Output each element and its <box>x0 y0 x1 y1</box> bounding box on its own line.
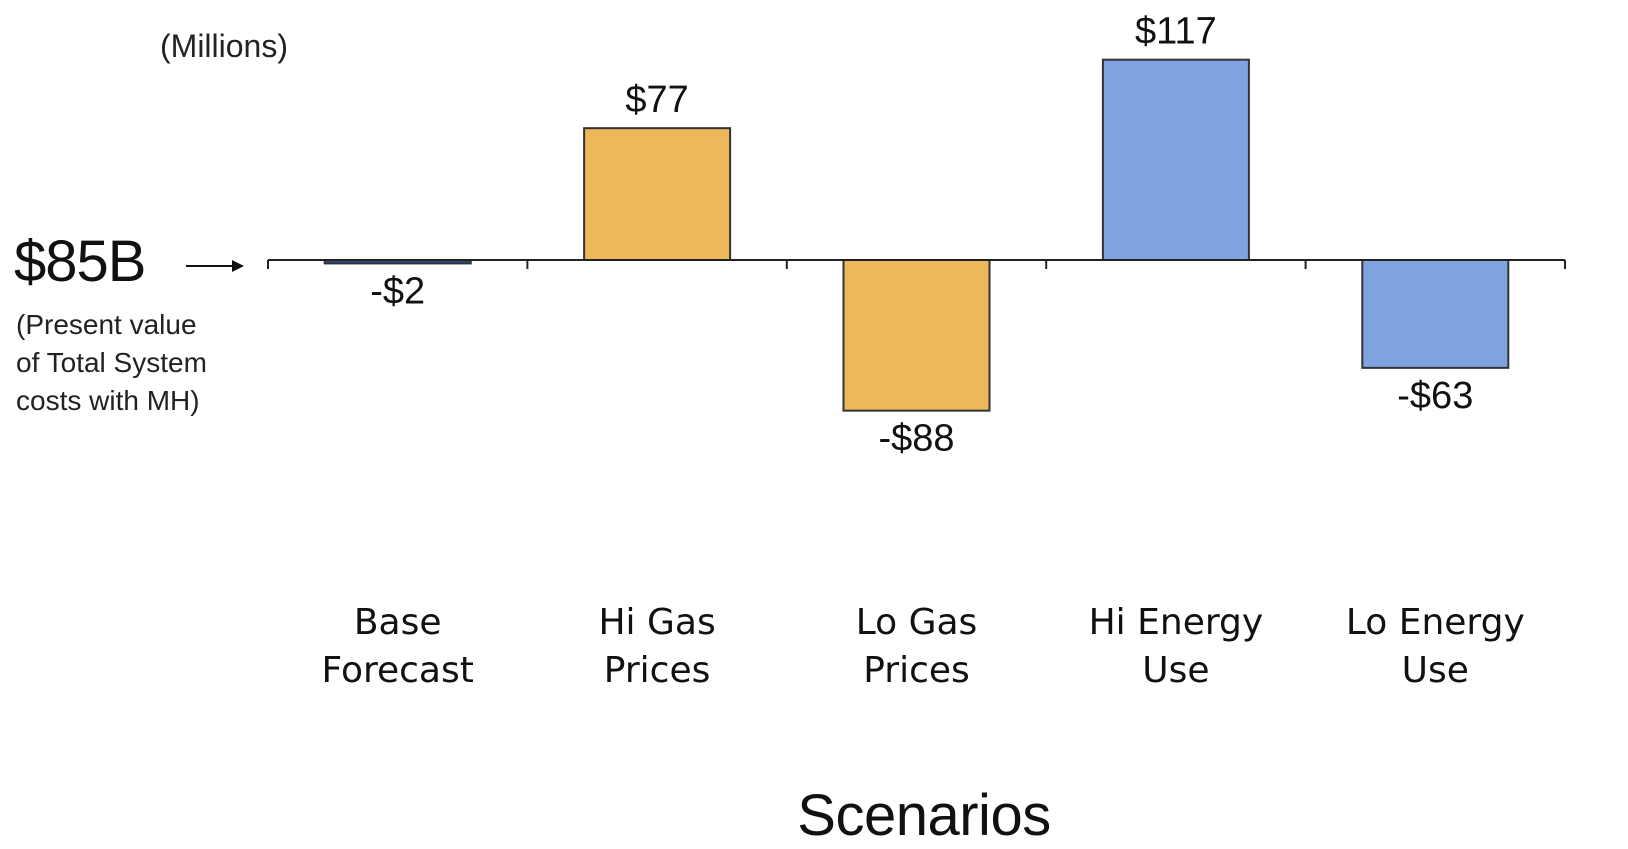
category-tick-label: Lo Energy <box>1346 602 1525 643</box>
data-label: -$88 <box>878 418 954 460</box>
category-tick-label: Use <box>1402 650 1469 691</box>
bar <box>1361 259 1510 369</box>
data-label: $117 <box>1135 11 1217 53</box>
category-tick-label: Prices <box>863 650 970 691</box>
unit-note: (Millions) <box>160 28 288 64</box>
category-tick-label: Hi Gas <box>598 602 715 643</box>
category-tick-label: Prices <box>604 650 711 691</box>
bar <box>1101 58 1250 261</box>
category-tick-label: Use <box>1142 650 1209 691</box>
category-tick-label: Forecast <box>322 650 474 691</box>
baseline-description-line: (Present value <box>16 309 197 340</box>
data-label: $77 <box>625 79 688 121</box>
data-label: -$2 <box>370 270 425 312</box>
baseline-value-label: $85B <box>14 229 146 294</box>
category-tick-label: Hi Energy <box>1089 602 1264 643</box>
baseline-description: (Present value of Total System costs wit… <box>16 306 256 420</box>
category-tick-label: Lo Gas <box>856 602 978 643</box>
baseline-description-line: costs with MH) <box>16 385 200 416</box>
x-axis-title: Scenarios <box>797 783 1051 848</box>
baseline-description-line: of Total System <box>16 347 207 378</box>
category-tick-label: Base <box>354 602 442 643</box>
bar <box>583 127 732 261</box>
bar <box>842 259 991 412</box>
data-label: -$63 <box>1397 375 1473 417</box>
baseline-arrow-icon <box>186 260 244 272</box>
